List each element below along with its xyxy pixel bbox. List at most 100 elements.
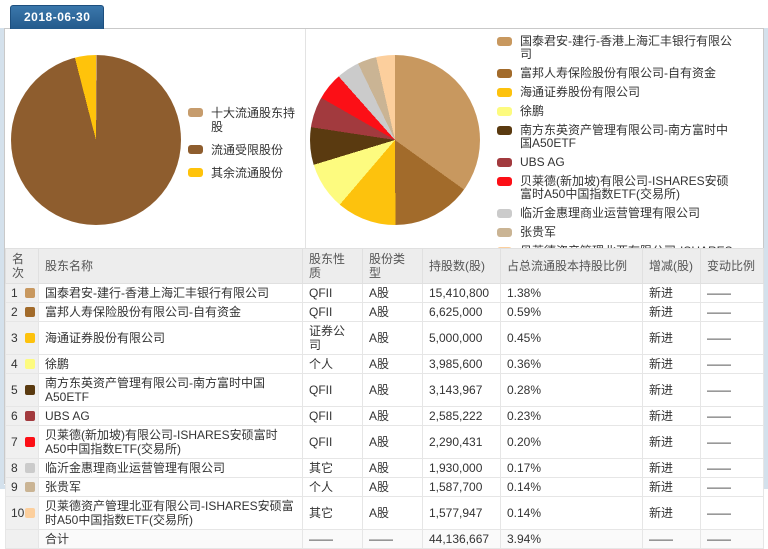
legend-item[interactable]: 南方东英资产管理有限公司-南方富时中国A50ETF <box>497 124 737 150</box>
change-ratio: —— <box>700 302 764 322</box>
shareholder-nature: QFII <box>302 425 363 459</box>
rank-cell: 8 <box>5 458 39 478</box>
share-type: A股 <box>362 354 423 374</box>
panel-divider <box>305 29 306 248</box>
rank-cell <box>5 529 39 549</box>
table-total-row: 合计 —— —— 44,136,667 3.94% —— —— <box>5 529 764 549</box>
row-color-swatch-icon <box>25 411 35 421</box>
legend-label: 其余流通股份 <box>211 166 284 180</box>
rank-number: 2 <box>11 305 18 319</box>
shareholder-nature: 个人 <box>302 354 363 374</box>
rank-cell: 1 <box>5 283 39 303</box>
row-color-swatch-icon <box>25 385 35 395</box>
row-color-swatch-icon <box>25 463 35 473</box>
legend-item[interactable]: 徐鹏 <box>497 105 737 118</box>
legend-label: 临沂金惠理商业运营管理有限公司 <box>520 206 701 220</box>
shares-held: 2,585,222 <box>422 406 501 426</box>
shareholder-name: 张贵军 <box>38 477 303 497</box>
rank-cell: 9 <box>5 477 39 497</box>
column-header: 变动比例 <box>700 248 764 284</box>
legend-item[interactable]: 海通证券股份有限公司 <box>497 86 737 99</box>
shareholder-name: 南方东英资产管理有限公司-南方富时中国A50ETF <box>38 373 303 407</box>
legend-item[interactable]: 其余流通股份 <box>188 166 303 180</box>
rank-number: 7 <box>11 435 18 449</box>
table-row: 7 贝莱德(新加坡)有限公司-ISHARES安硕富时A50中国指数ETF(交易所)… <box>5 425 764 459</box>
change-shares: 新进 <box>642 321 701 355</box>
shareholder-name: 徐鹏 <box>38 354 303 374</box>
change-shares: 新进 <box>642 477 701 497</box>
share-type: A股 <box>362 425 423 459</box>
share-type: A股 <box>362 283 423 303</box>
pct-of-float: 0.28% <box>500 373 643 407</box>
row-color-swatch-icon <box>25 482 35 492</box>
column-header: 持股数(股) <box>422 248 501 284</box>
change-shares: —— <box>642 529 701 549</box>
share-type: A股 <box>362 373 423 407</box>
row-color-swatch-icon <box>25 508 35 518</box>
pct-of-float: 0.23% <box>500 406 643 426</box>
legend-item[interactable]: 张贵军 <box>497 226 737 239</box>
share-type: A股 <box>362 321 423 355</box>
table-row: 10 贝莱德资产管理北亚有限公司-ISHARES安硕富时A50中国指数ETF(交易… <box>5 496 764 530</box>
shareholder-nature: QFII <box>302 283 363 303</box>
legend-label: 海通证券股份有限公司 <box>520 85 641 99</box>
legend-swatch-icon <box>497 107 512 116</box>
rank-number: 3 <box>11 331 18 345</box>
shareholder-name: 合计 <box>38 529 303 549</box>
column-header: 股东性质 <box>302 248 363 284</box>
change-ratio: —— <box>700 425 764 459</box>
share-type: —— <box>362 529 423 549</box>
legend-item[interactable]: 国泰君安-建行-香港上海汇丰银行有限公司 <box>497 35 737 61</box>
shareholding-panel: 十大流通股东持股流通受限股份 其余流通股份 国泰君安-建行-香港上海汇丰银行有限公… <box>4 28 764 549</box>
row-color-swatch-icon <box>25 288 35 298</box>
rank-number: 5 <box>11 383 18 397</box>
shares-held: 1,930,000 <box>422 458 501 478</box>
pct-of-float: 0.20% <box>500 425 643 459</box>
change-ratio: —— <box>700 529 764 549</box>
legend-item[interactable]: 贝莱德(新加坡)有限公司-ISHARES安硕富时A50中国指数ETF(交易所) <box>497 175 737 201</box>
pct-of-float: 0.14% <box>500 496 643 530</box>
change-ratio: —— <box>700 373 764 407</box>
row-color-swatch-icon <box>25 437 35 447</box>
change-shares: 新进 <box>642 283 701 303</box>
rank-cell: 2 <box>5 302 39 322</box>
share-type: A股 <box>362 477 423 497</box>
shares-held: 1,587,700 <box>422 477 501 497</box>
table-row: 8 临沂金惠理商业运营管理有限公司 其它 A股 1,930,000 0.17% 新进 —— <box>5 458 764 478</box>
shareholder-nature: 证券公司 <box>302 321 363 355</box>
rank-number: 9 <box>11 480 18 494</box>
change-ratio: —— <box>700 477 764 497</box>
share-structure-pie-chart[interactable] <box>11 55 181 225</box>
shareholder-table-body: 1 国泰君安-建行-香港上海汇丰银行有限公司 QFII A股 15,410,800 1.3… <box>5 283 764 549</box>
legend-label: 国泰君安-建行-香港上海汇丰银行有限公司 <box>520 34 732 61</box>
legend-swatch-icon <box>188 108 203 117</box>
rank-cell: 6 <box>5 406 39 426</box>
pct-of-float: 0.14% <box>500 477 643 497</box>
shareholder-name: 国泰君安-建行-香港上海汇丰银行有限公司 <box>38 283 303 303</box>
legend-item[interactable]: 十大流通股东持股 <box>188 106 303 134</box>
legend-item[interactable]: 富邦人寿保险股份有限公司-自有资金 <box>497 67 737 80</box>
shareholder-nature: 个人 <box>302 477 363 497</box>
rank-cell: 10 <box>5 496 39 530</box>
shareholder-table: 名次 股东名称 股东性质 股份类型 持股数(股) 占总流通股本持股比例 增减(股) 变动比例 … <box>5 248 764 549</box>
change-ratio: —— <box>700 321 764 355</box>
legend-item[interactable]: 临沂金惠理商业运营管理有限公司 <box>497 207 737 220</box>
row-color-swatch-icon <box>25 359 35 369</box>
shares-held: 2,290,431 <box>422 425 501 459</box>
row-color-swatch-icon <box>25 307 35 317</box>
shareholder-nature: QFII <box>302 406 363 426</box>
rank-cell: 5 <box>5 373 39 407</box>
legend-item[interactable]: 流通受限股份 <box>188 143 303 157</box>
top-holders-pie-chart[interactable] <box>310 55 480 225</box>
legend-label: UBS AG <box>520 155 565 169</box>
column-header: 增减(股) <box>642 248 701 284</box>
pct-of-float: 0.45% <box>500 321 643 355</box>
pct-of-float: 1.38% <box>500 283 643 303</box>
legend-swatch-icon <box>497 228 512 237</box>
shares-held: 15,410,800 <box>422 283 501 303</box>
legend-item[interactable]: UBS AG <box>497 156 737 169</box>
rank-number: 1 <box>11 286 18 300</box>
date-tab[interactable]: 2018-06-30 <box>10 5 105 29</box>
pct-of-float: 3.94% <box>500 529 643 549</box>
shareholder-name: UBS AG <box>38 406 303 426</box>
